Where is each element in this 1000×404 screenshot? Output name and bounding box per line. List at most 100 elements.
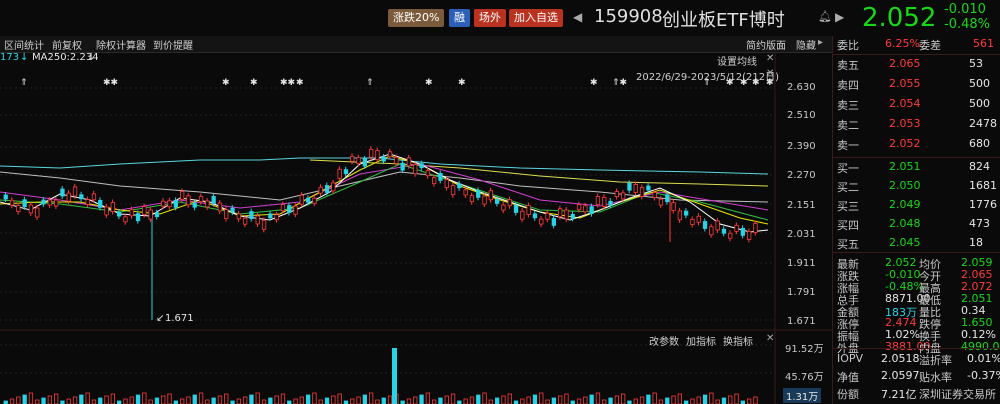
candle (394, 157, 399, 164)
stat-value: -0.010 (885, 268, 921, 281)
hide-button[interactable]: 隐藏 (796, 41, 816, 52)
tool-price-alert[interactable]: 到价提醒 (153, 41, 193, 52)
ma-line-120 (0, 171, 769, 203)
stat-label: 换手 (919, 330, 941, 343)
add-watchlist-button[interactable]: 加入自选 (509, 9, 563, 27)
collapse-icon[interactable]: ▸ (818, 37, 824, 48)
low-marker: 1.671 (165, 313, 194, 324)
candle (9, 199, 15, 206)
candle (476, 189, 481, 198)
volume-bar (331, 395, 336, 404)
candle (79, 194, 84, 200)
tool-forward-adjust[interactable]: 前复权 (52, 41, 82, 52)
volume-bar (539, 392, 544, 404)
stat-value: 2.052 (885, 256, 917, 269)
candle (60, 188, 65, 197)
volume-bar (709, 392, 714, 404)
candle (66, 192, 71, 202)
candle (375, 150, 380, 160)
ma-line-250 (0, 157, 769, 175)
candle (85, 199, 90, 205)
volume-bar (198, 392, 204, 404)
candle (665, 194, 670, 203)
kline-chart[interactable]: 173 ↓ MA250:2.234 ↓ 设置均线 ✕ 2022/6/29-202… (0, 52, 832, 404)
candle (425, 170, 431, 177)
add-indicator-button[interactable]: 加指标 (686, 337, 716, 348)
candle (261, 219, 267, 230)
date-range: 2022/6/29-2023/5/12(212日) (636, 72, 780, 83)
close-icon[interactable]: ✕ (766, 68, 775, 79)
volume-bar (123, 398, 128, 404)
candle (236, 213, 242, 220)
y-axis-label: 2.630 (787, 82, 816, 93)
down-arrow-icon: ↓ (20, 52, 29, 63)
volume-bar (91, 399, 97, 404)
prev-arrow-icon[interactable]: ◀ (573, 10, 583, 24)
volume-bar (627, 400, 632, 404)
candle (123, 216, 128, 223)
candle (192, 202, 197, 208)
stat-row: 总手 8871.00 最低 2.051 (833, 291, 1000, 308)
security-code: 159908 (594, 6, 663, 27)
tool-range-stats[interactable]: 区间统计 (4, 41, 44, 52)
volume-bar (740, 400, 745, 404)
volume-bar (305, 394, 311, 404)
limit-button[interactable]: 涨跌20% (388, 9, 445, 27)
candle (652, 192, 657, 198)
stat-row: 涨幅 -0.48% 最高 2.072 (833, 279, 1000, 296)
set-ma-button[interactable]: 设置均线 (717, 57, 757, 68)
candle (242, 217, 248, 225)
volume-bar (217, 395, 223, 404)
candle (167, 200, 172, 208)
volume-bar (104, 395, 109, 404)
volume-bar (287, 400, 292, 404)
volume-bar (690, 398, 695, 404)
candle (22, 199, 27, 208)
close-icon[interactable]: ✕ (766, 53, 775, 64)
ask-level-label: 卖三 (837, 99, 859, 112)
volume-bar (551, 397, 556, 404)
last-price: 2.052 (862, 3, 937, 33)
bid-volume: 1776 (969, 198, 997, 211)
ask-level-label: 卖五 (837, 59, 859, 72)
bid-price: 2.051 (889, 160, 921, 173)
candle (98, 199, 103, 208)
stat-value: 2.474 (885, 316, 917, 329)
close-icon[interactable]: ✕ (766, 333, 775, 344)
candle (690, 219, 695, 225)
etf-value: 2.0597 (881, 369, 920, 382)
margin-button[interactable]: 融 (449, 9, 470, 27)
candle (268, 213, 273, 219)
edit-params-button[interactable]: 改参数 (649, 337, 679, 348)
volume-bar (98, 397, 103, 404)
bid-price: 2.048 (889, 217, 921, 230)
candle (639, 187, 645, 197)
volume-bar (469, 396, 475, 404)
volume-bar (621, 393, 626, 404)
offexchange-button[interactable]: 场外 (474, 9, 506, 27)
tool-exright-calculator[interactable]: 除权计算器 (96, 41, 146, 52)
volume-bar (633, 398, 638, 404)
volume-bar (671, 395, 676, 404)
candle (255, 215, 260, 225)
volume-bar (356, 396, 361, 404)
switch-indicator-button[interactable]: 换指标 (723, 337, 753, 348)
stat-row: 振幅 1.02% 换手 0.12% (833, 327, 1000, 344)
bid-volume: 1681 (969, 179, 997, 192)
divider (833, 157, 1000, 158)
ask-volume: 500 (969, 77, 990, 90)
next-arrow-icon[interactable]: ▶ (835, 10, 845, 24)
brief-layout-button[interactable]: 简约版面 (746, 41, 786, 52)
volume-bar (387, 395, 393, 404)
current-volume: 1.31万 (783, 388, 822, 403)
stat-value: 8871.00 (885, 292, 931, 305)
etf-row: IOPV 2.0518 溢折率 0.01% (833, 351, 1000, 368)
candle (482, 195, 487, 205)
bell-icon[interactable]: 🔔︎ (818, 10, 832, 23)
volume-bar (684, 400, 689, 404)
candle (747, 231, 752, 240)
candle (658, 198, 664, 206)
candle (356, 157, 361, 165)
etf-value: -0.37% (967, 369, 1000, 382)
